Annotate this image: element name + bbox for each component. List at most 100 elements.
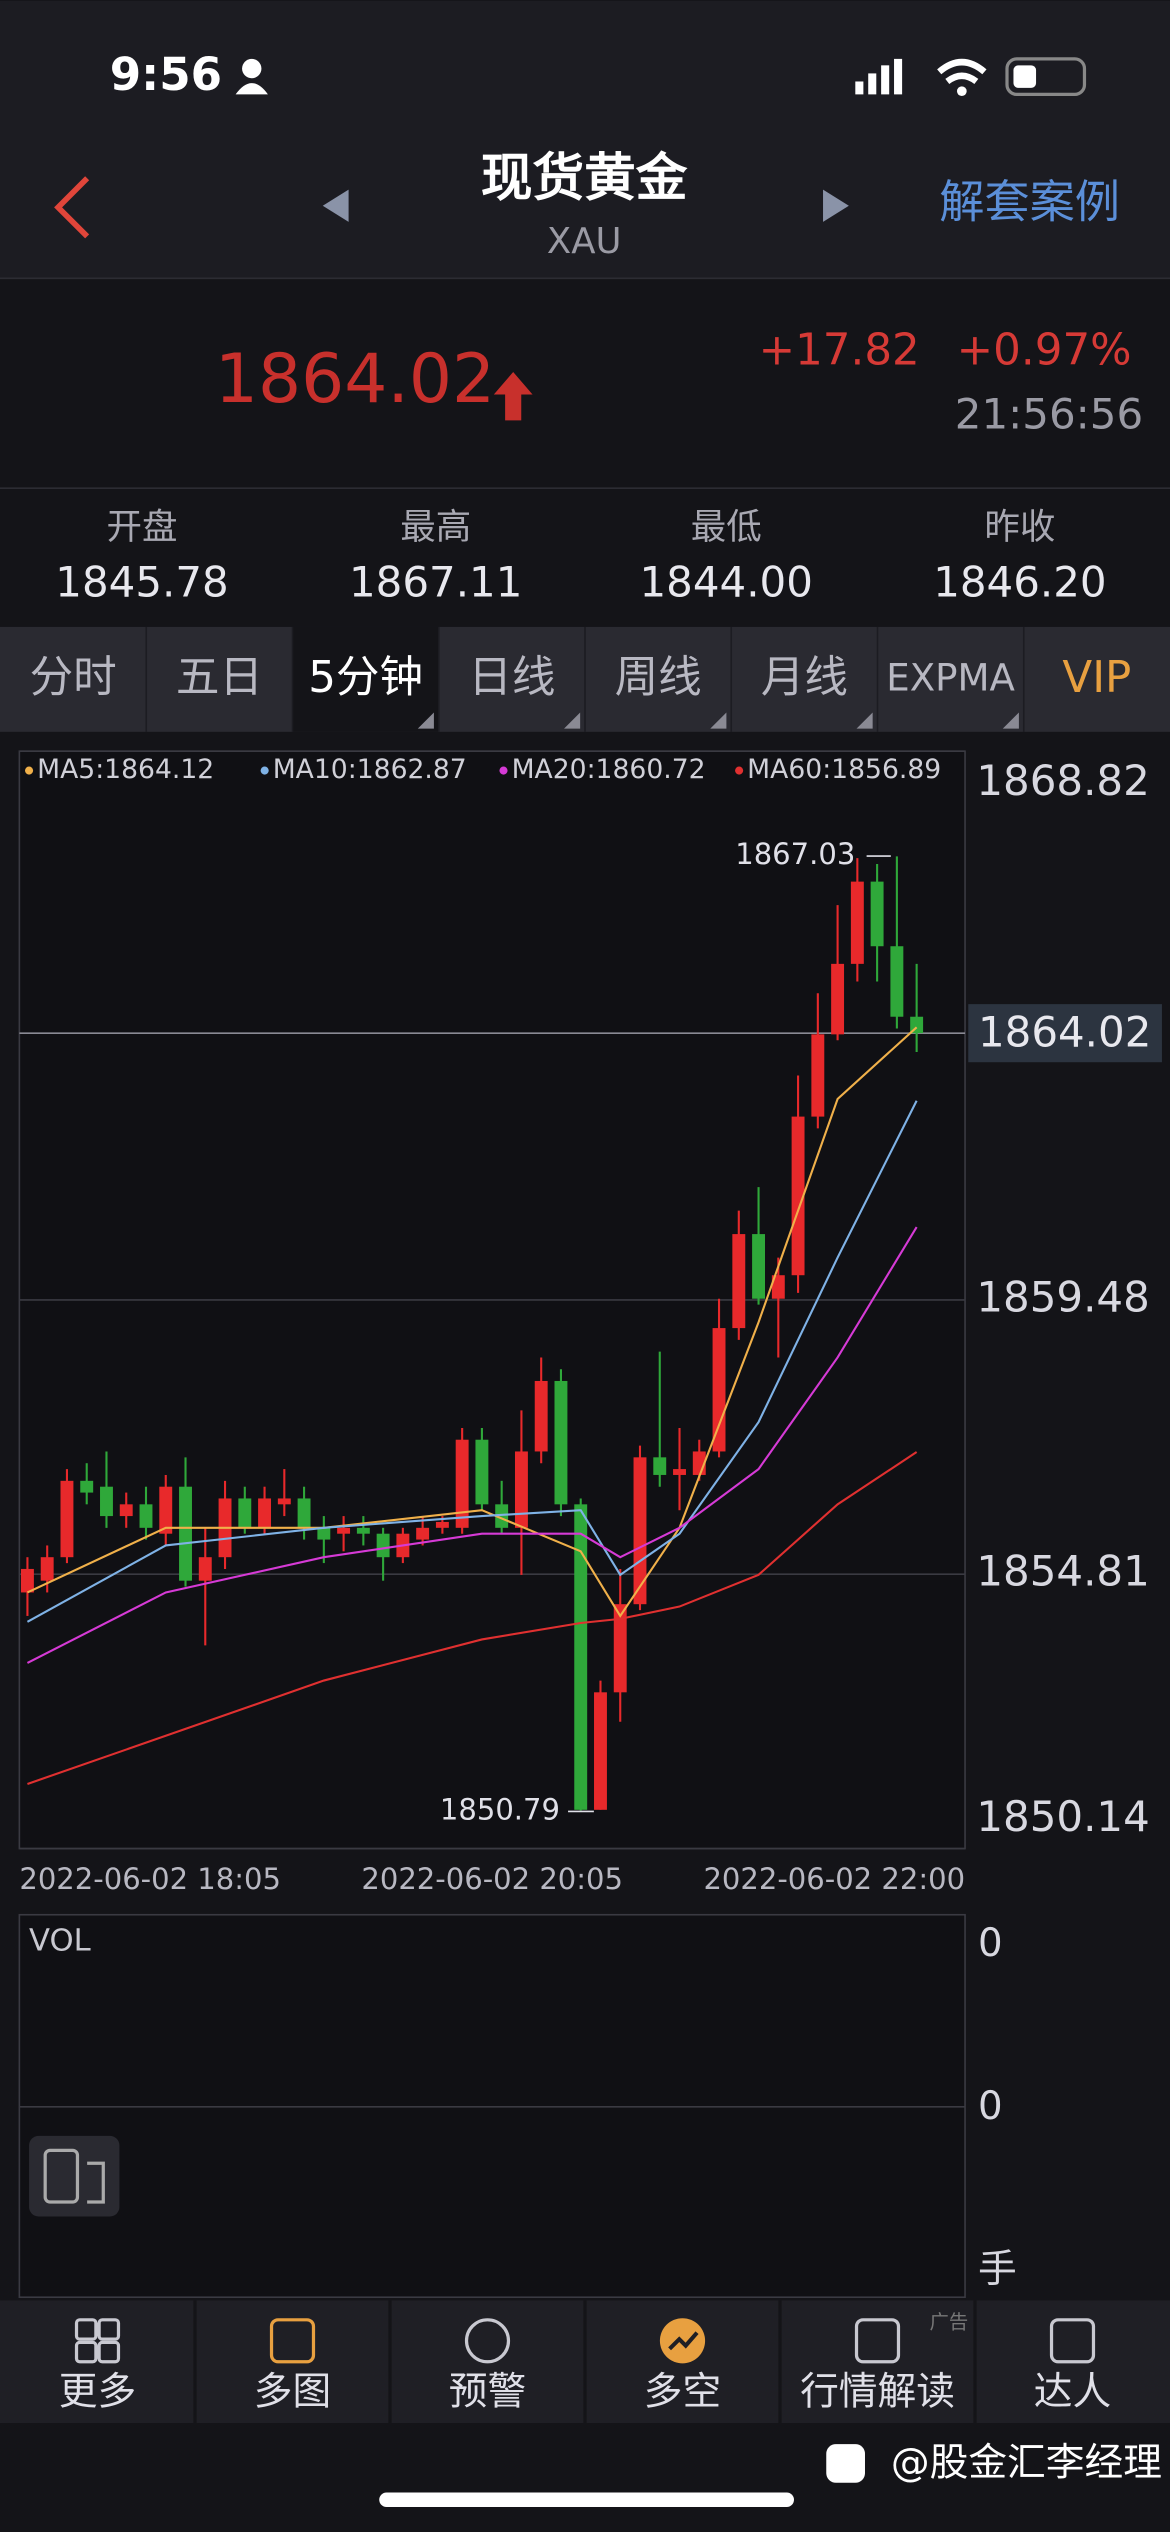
change: +17.82 <box>759 326 920 376</box>
title: 现货黄金 <box>481 149 688 209</box>
nav-label[interactable]: 达人 <box>1034 2370 1111 2415</box>
nav-label[interactable]: 行情解读 <box>800 2370 955 2415</box>
candle-body <box>613 1604 627 1693</box>
nav-label[interactable]: 多图 <box>254 2370 331 2415</box>
legend-dot <box>499 766 508 775</box>
candle-body <box>534 1380 548 1452</box>
legend-dot <box>735 766 744 775</box>
candle-body <box>40 1557 54 1581</box>
stat-label: 开盘 <box>107 506 178 547</box>
candle-body <box>100 1486 113 1517</box>
status-person-icon <box>242 58 262 79</box>
up-arrow <box>493 371 533 421</box>
tab[interactable]: 月线 <box>761 653 848 703</box>
nav-icon <box>854 2318 901 2364</box>
volume-title: VOL <box>29 1924 91 1959</box>
nav-icon <box>464 2318 511 2364</box>
candle-body <box>119 1504 133 1517</box>
stats: 开盘 1845.78 最高 1867.11 最低 1844.00 昨收 1846.20 <box>55 506 1106 606</box>
legend-label: MA5:1864.12 <box>37 754 214 785</box>
candle-body <box>495 1504 509 1528</box>
y-tick-label: 1859.48 <box>976 1272 1149 1321</box>
candle-body <box>20 1568 34 1593</box>
home-indicator <box>379 2492 794 2508</box>
candle-body <box>356 1527 370 1534</box>
rotate-icon <box>87 2161 105 2204</box>
candle-body <box>771 1275 785 1299</box>
nav-label[interactable]: 多空 <box>644 2370 721 2415</box>
stat-value: 1867.11 <box>349 557 522 606</box>
volume-axis-label: 0 <box>978 1921 1003 1966</box>
ma-line <box>26 1026 918 1618</box>
candle-body <box>277 1498 291 1505</box>
ma-line <box>26 1226 918 1664</box>
candle-body <box>455 1439 469 1528</box>
candle-body <box>653 1457 667 1475</box>
tab[interactable]: 五日 <box>176 653 263 703</box>
subtitle: XAU <box>547 221 622 262</box>
stat-label: 昨收 <box>984 506 1055 547</box>
prev-button[interactable] <box>322 189 349 222</box>
tab[interactable]: VIP <box>1062 653 1131 703</box>
price: 1864.02 <box>215 339 495 418</box>
candle-body <box>376 1533 390 1558</box>
nav-icon <box>1049 2318 1096 2364</box>
stat-label: 最高 <box>400 506 471 547</box>
nav-label[interactable]: 预警 <box>449 2370 526 2415</box>
tab[interactable]: 分时 <box>30 653 117 703</box>
candle-body <box>475 1439 489 1505</box>
nav-icon <box>74 2340 98 2364</box>
volume-axis-label: 手 <box>978 2247 1017 2292</box>
wifi-icon <box>937 58 987 85</box>
status-time: 9:56 <box>110 48 222 101</box>
max-label: 1867.03 <box>735 837 855 871</box>
x-tick-label: 2022-06-02 22:00 <box>703 1862 965 1896</box>
watermark: @股金汇李经理 <box>891 2441 1162 2486</box>
candle-body <box>514 1451 528 1528</box>
tab[interactable]: 5分钟 <box>308 653 423 703</box>
nav-label[interactable]: 更多 <box>59 2370 136 2415</box>
ad-tag: 广告 <box>930 2311 969 2334</box>
signal-icon <box>855 58 903 95</box>
candle-body <box>831 963 845 1035</box>
legend-dot <box>260 766 269 775</box>
action-link[interactable]: 解套案例 <box>939 176 1120 229</box>
candle-body <box>554 1380 568 1505</box>
change-pct: +0.97% <box>957 326 1132 376</box>
stat-label: 最低 <box>691 506 762 547</box>
candle-body <box>317 1527 331 1540</box>
nav-icon <box>74 2318 98 2341</box>
back-button[interactable] <box>54 176 90 239</box>
candle-body <box>673 1469 686 1475</box>
last-price-badge <box>968 1004 1162 1063</box>
candle-body <box>712 1328 726 1452</box>
x-tick-label: 2022-06-02 18:05 <box>19 1862 281 1896</box>
candle-body <box>574 1504 588 1810</box>
last-price-label: 1864.02 <box>978 1007 1151 1056</box>
active-tab-bg <box>292 626 439 732</box>
status-person-icon <box>235 83 268 95</box>
candle-body <box>80 1480 94 1493</box>
nav-icon <box>97 2318 121 2341</box>
candle-body <box>238 1498 252 1528</box>
rotate-button[interactable] <box>29 2135 120 2217</box>
candle-body <box>435 1521 449 1528</box>
candle-body <box>850 881 864 964</box>
tab[interactable]: 日线 <box>468 653 555 703</box>
tab[interactable]: 周线 <box>615 653 702 703</box>
stat-value: 1845.78 <box>55 557 228 606</box>
y-tick-label: 1850.14 <box>976 1792 1149 1841</box>
y-tick-label: 1868.82 <box>976 756 1149 805</box>
candle-body <box>791 1116 805 1276</box>
candle-body <box>633 1457 647 1605</box>
stat-value: 1844.00 <box>639 557 812 606</box>
legend-label: MA10:1862.87 <box>273 754 467 785</box>
stat-value: 1846.20 <box>933 557 1106 606</box>
legend-dot <box>25 766 34 775</box>
tab[interactable]: EXPMA <box>886 657 1015 700</box>
quote-time: 21:56:56 <box>955 390 1143 439</box>
next-button[interactable] <box>823 189 849 222</box>
candle-body <box>179 1486 192 1581</box>
candle-body <box>60 1480 74 1558</box>
